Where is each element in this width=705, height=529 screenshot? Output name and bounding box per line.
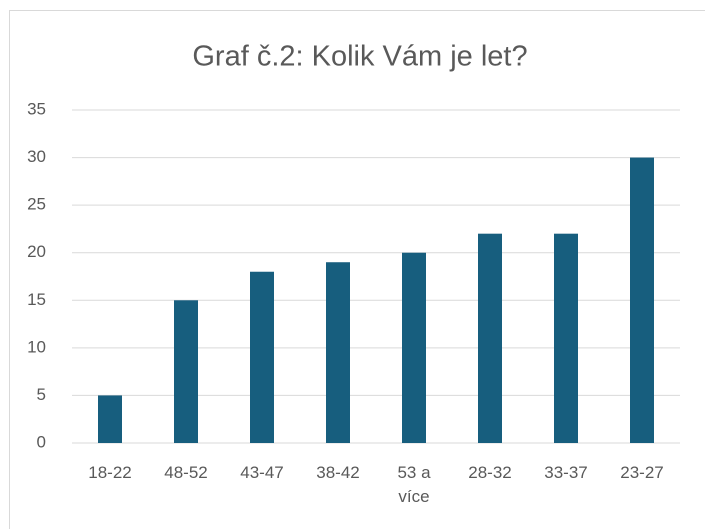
y-tick-label: 25 xyxy=(27,195,46,214)
x-tick-label: 28-32 xyxy=(468,463,512,482)
bar xyxy=(478,233,502,443)
x-tick-label: 53 a více xyxy=(397,463,431,506)
bar xyxy=(402,252,426,443)
x-tick-label: 33-37 xyxy=(544,463,588,482)
bar xyxy=(630,157,654,444)
chart-border xyxy=(9,10,705,529)
y-tick-label: 10 xyxy=(27,337,46,356)
chart-title: Graf č.2: Kolik Vám je let? xyxy=(192,41,527,73)
y-tick-label: 5 xyxy=(37,385,46,404)
x-tick-label: 18-22 xyxy=(88,463,132,482)
y-tick-label: 0 xyxy=(37,432,46,451)
bar xyxy=(98,395,122,443)
y-tick-label: 30 xyxy=(27,147,46,166)
y-tick-label: 20 xyxy=(27,242,46,261)
y-tick-label: 15 xyxy=(27,290,46,309)
x-tick-label: 23-27 xyxy=(620,463,664,482)
x-tick-label: 43-47 xyxy=(240,463,284,482)
bar xyxy=(174,300,198,443)
x-tick-label: 48-52 xyxy=(164,463,208,482)
x-tick-label: 38-42 xyxy=(316,463,360,482)
y-tick-label: 35 xyxy=(27,99,46,118)
bar xyxy=(554,233,578,443)
bar xyxy=(326,262,350,443)
bar xyxy=(250,271,274,443)
